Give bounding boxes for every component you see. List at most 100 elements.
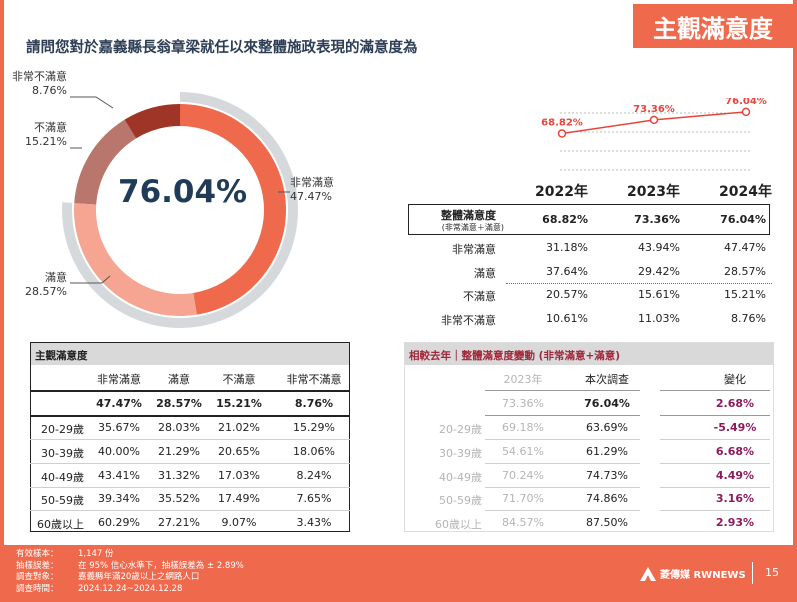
- trend-row-value: 29.42%: [638, 264, 680, 278]
- change-header-rule-right: [660, 390, 770, 391]
- trend-point: [557, 129, 567, 138]
- change-total-value: 76.04%: [584, 397, 630, 410]
- overall-2022: 68.82%: [542, 213, 588, 226]
- donut-label-very-unsatisfied: 非常不滿意 8.76%: [12, 70, 67, 97]
- trend-row-value: 47.47%: [724, 241, 766, 254]
- age-row-label: 30-39歲: [41, 446, 84, 460]
- age-row-value: 17.49%: [218, 492, 260, 506]
- change-row-value: 84.57%: [502, 516, 544, 530]
- change-row-value: 69.18%: [502, 421, 544, 434]
- change-row-rule-right: [660, 510, 770, 512]
- age-row-label: 60歲以上: [37, 518, 84, 532]
- change-total-value: 2.68%: [715, 397, 755, 410]
- brand-name: 菱傳媒 RWNEWS: [660, 570, 746, 581]
- age-row-value: 15.29%: [293, 421, 335, 434]
- trend-row-value: 37.64%: [546, 264, 588, 278]
- trend-row-label: 不滿意: [463, 290, 496, 303]
- age-row-value: 20.65%: [218, 444, 260, 458]
- overall-label: 整體滿意度: [441, 209, 496, 222]
- trend-row-value: 43.94%: [638, 241, 680, 254]
- change-row-label: 50-59歲: [439, 494, 482, 508]
- change-row-value: 4.49%: [715, 468, 755, 482]
- age-row-value: 18.06%: [293, 444, 335, 458]
- age-row-value: 35.52%: [158, 492, 200, 506]
- question-title: 請問您對於嘉義縣長翁章梁就任以來整體施政表現的滿意度為: [26, 40, 418, 56]
- change-table: 相較去年｜整體滿意度變動 (非常滿意+滿意): [404, 342, 774, 532]
- change-row-value: 63.69%: [586, 421, 628, 434]
- donut-chart: [61, 92, 298, 328]
- overall-2024: 76.04%: [720, 213, 766, 226]
- change-row-value: 71.70%: [502, 492, 544, 506]
- trend-row-value: 15.61%: [638, 288, 680, 301]
- footer-line: 有效樣本： 1,147 份: [16, 549, 114, 559]
- change-total-rule: [485, 415, 640, 416]
- age-row-value: 31.32%: [158, 468, 200, 482]
- change-row-value: 61.29%: [586, 444, 628, 458]
- age-row-value: 43.41%: [98, 468, 140, 482]
- donut-label-unsatisfied: 不滿意 15.21%: [25, 121, 67, 148]
- age-row-value: 21.02%: [218, 421, 260, 434]
- change-col-header: 本次調查: [585, 373, 629, 386]
- trend-row-value: 8.76%: [731, 311, 766, 325]
- donut-slice-2: [74, 119, 137, 205]
- age-row-label: 40-49歲: [41, 470, 84, 484]
- age-row-value: 28.03%: [158, 421, 200, 434]
- change-row-rule-right: [660, 486, 770, 488]
- age-row-value: 40.00%: [98, 444, 140, 458]
- age-row-value: 27.21%: [158, 516, 200, 530]
- overall-row-box: [408, 204, 770, 235]
- age-col-header: 非常滿意: [97, 373, 141, 386]
- brand-mark-icon: [640, 566, 656, 581]
- outer-ring-overall: [61, 92, 298, 328]
- footer-notes: 有效樣本： 1,147 份 抽樣誤差：在 95% 信心水準下，抽樣誤差為 ± 2.…: [16, 549, 244, 595]
- age-row-value: 21.29%: [158, 444, 200, 458]
- age-total-value: 47.47%: [96, 397, 142, 410]
- change-row-label: 60歲以上: [435, 518, 482, 532]
- change-col-header: 變化: [724, 373, 746, 386]
- page-number: 15: [765, 566, 779, 579]
- change-row-rule: [485, 439, 640, 440]
- change-row-label: 20-29歲: [439, 423, 482, 436]
- change-row-rule: [485, 510, 640, 512]
- age-row-value: 39.34%: [98, 492, 140, 506]
- trend-row-value: 20.57%: [546, 288, 588, 301]
- trend-point-label: 68.82%: [541, 118, 583, 129]
- change-row-rule-right: [660, 439, 770, 440]
- change-row-value: 87.50%: [586, 516, 628, 530]
- trend-row-value: 15.21%: [724, 288, 766, 301]
- age-total-value: 28.57%: [156, 397, 202, 410]
- change-row-rule-right: [660, 462, 770, 464]
- change-row-value: 74.73%: [586, 468, 628, 482]
- age-row-label: 50-59歲: [41, 494, 84, 508]
- change-table-title: 相較去年｜整體滿意度變動 (非常滿意+滿意): [405, 343, 773, 365]
- age-col-header: 非常不滿意: [286, 373, 342, 386]
- donut-label-satisfied: 滿意 28.57%: [25, 271, 67, 298]
- trend-row-value: 28.57%: [724, 264, 766, 278]
- age-col-header: 滿意: [168, 373, 190, 386]
- slide: [4, 0, 793, 545]
- change-row-rule: [485, 486, 640, 488]
- age-row-label: 20-29歲: [41, 423, 84, 436]
- age-row-rule: [30, 510, 350, 512]
- age-col-header: 不滿意: [222, 373, 256, 386]
- change-row-value: 70.24%: [502, 468, 544, 482]
- age-total-value: 8.76%: [294, 397, 334, 410]
- change-total-rule-right: [660, 415, 770, 416]
- age-row-value: 8.24%: [296, 468, 332, 482]
- trend-row-label: 滿意: [474, 266, 496, 280]
- trend-divider: [506, 283, 772, 284]
- age-row-value: 9.07%: [221, 516, 257, 530]
- age-row-rule: [30, 462, 350, 464]
- change-row-value: 3.16%: [715, 492, 755, 506]
- age-row-value: 60.29%: [98, 516, 140, 530]
- overall-sublabel: (非常滿意＋滿意): [441, 223, 504, 232]
- trend-row-label: 非常滿意: [452, 243, 496, 256]
- trend-row-label: 非常不滿意: [441, 313, 496, 327]
- change-row-label: 40-49歲: [439, 470, 482, 484]
- age-table-title: 主觀滿意度: [31, 343, 349, 365]
- footer-line: 調查對象： 嘉義縣年滿20歲以上之網路人口: [16, 572, 200, 582]
- footer-line: 抽樣誤差：在 95% 信心水準下，抽樣誤差為 ± 2.89%: [16, 560, 244, 571]
- change-row-label: 30-39歲: [439, 446, 482, 460]
- change-row-value: -5.49%: [713, 421, 757, 434]
- donut-slice-0: [180, 104, 287, 315]
